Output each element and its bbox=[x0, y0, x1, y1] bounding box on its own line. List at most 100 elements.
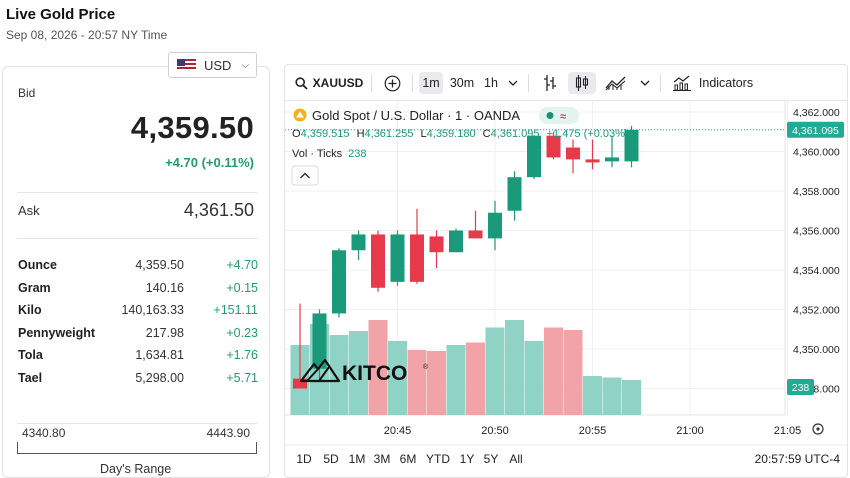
candle-body bbox=[468, 230, 483, 239]
timeframe-selector: 1D 5D 1M 3M 6M YTD 1Y 5Y All bbox=[296, 452, 522, 466]
interval-30m[interactable]: 30m bbox=[449, 76, 475, 90]
candle bbox=[585, 139, 600, 170]
candle bbox=[566, 139, 580, 174]
axis-settings-button[interactable] bbox=[812, 423, 824, 435]
candles-style-button[interactable] bbox=[568, 72, 596, 94]
area-style-button[interactable] bbox=[603, 72, 629, 94]
unit-change: +0.23 bbox=[226, 325, 258, 340]
candle bbox=[507, 171, 522, 221]
price-tick-label: 4,362.000 bbox=[793, 107, 840, 119]
symbol-search[interactable]: XAUUSD bbox=[293, 72, 365, 94]
area-chart-icon bbox=[605, 76, 626, 91]
indicators-label: Indicators bbox=[698, 76, 754, 90]
unit-row-pennyweight: Pennyweight 217.98 +0.23 bbox=[18, 326, 258, 349]
timeframe-1m[interactable]: 1M bbox=[349, 452, 366, 466]
price-tick-label: 4,354.000 bbox=[793, 265, 840, 277]
price-tick-label: 4,350.000 bbox=[793, 344, 840, 356]
toolbar-separator bbox=[412, 74, 413, 92]
utc-clock: 20:57:59 UTC-4 bbox=[755, 452, 841, 466]
price-chart[interactable]: KITCO ® Gold Spot / U.S. Dollar · 1 · OA… bbox=[285, 65, 848, 478]
timeframe-5y[interactable]: 5Y bbox=[484, 452, 499, 466]
legend-collapse-button[interactable] bbox=[291, 165, 319, 186]
candle-body bbox=[624, 129, 639, 162]
candle bbox=[449, 228, 463, 253]
candle bbox=[527, 135, 541, 180]
candle-body bbox=[312, 313, 327, 369]
timeframe-ytd[interactable]: YTD bbox=[426, 452, 450, 466]
unit-name: Pennyweight bbox=[18, 325, 96, 340]
bar-style-button[interactable] bbox=[537, 72, 563, 94]
unit-name: Ounce bbox=[18, 258, 57, 272]
unit-row-tael: Tael 5,298.00 +5.71 bbox=[18, 371, 258, 394]
interval-dropdown[interactable] bbox=[505, 72, 521, 94]
gear-icon-center bbox=[816, 427, 820, 431]
volume-bar bbox=[524, 341, 544, 415]
price-tick-label: 4,360.000 bbox=[793, 147, 840, 159]
unit-price: 1,634.81 bbox=[135, 348, 184, 362]
timeframe-1d[interactable]: 1D bbox=[296, 452, 312, 466]
ask-price: 4,361.50 bbox=[183, 200, 254, 220]
toolbar-separator bbox=[660, 74, 661, 92]
chart-type-dropdown[interactable] bbox=[637, 72, 653, 94]
ohlc-line: O4,359.515 H4,361.255 L4,359.180 C4,361.… bbox=[292, 128, 629, 140]
candle-body bbox=[332, 250, 346, 314]
candles-icon bbox=[575, 75, 589, 91]
candle-body bbox=[351, 234, 366, 251]
indicators-button[interactable]: Indicators bbox=[669, 72, 757, 94]
timeframe-3m[interactable]: 3M bbox=[374, 452, 391, 466]
gold-bar-glyph bbox=[296, 111, 304, 118]
timeframe-6m[interactable]: 6M bbox=[400, 452, 417, 466]
candle-body bbox=[293, 378, 307, 389]
interval-1m[interactable]: 1m bbox=[419, 72, 443, 94]
compare-button[interactable] bbox=[379, 72, 405, 94]
kitco-watermark: KITCO ® bbox=[299, 358, 429, 385]
timeframe-all[interactable]: All bbox=[509, 452, 522, 466]
candle bbox=[468, 210, 483, 239]
volume-bar bbox=[368, 320, 388, 415]
divider bbox=[17, 192, 257, 193]
days-range-low: 4340.80 bbox=[22, 426, 66, 440]
candle bbox=[410, 208, 424, 284]
candle bbox=[351, 230, 366, 261]
page-timestamp: Sep 08, 2026 - 20:57 NY Time bbox=[6, 28, 168, 42]
ask-label: Ask bbox=[18, 203, 40, 218]
candle-body bbox=[390, 234, 405, 282]
candle-body bbox=[488, 212, 502, 239]
unit-name: Tael bbox=[18, 370, 43, 385]
candle bbox=[332, 248, 346, 318]
time-tick-label: 20:55 bbox=[579, 425, 607, 437]
days-range-label: Day's Range bbox=[100, 462, 172, 476]
timeframe-1y[interactable]: 1Y bbox=[460, 452, 475, 466]
unit-row-ounce: Ounce 4,359.50 +4.70 bbox=[18, 258, 258, 281]
unit-row-kilo: Kilo 140,163.33 +151.11 bbox=[18, 303, 258, 326]
unit-change: +5.71 bbox=[226, 370, 258, 385]
candle bbox=[293, 303, 307, 389]
volume-bar bbox=[505, 320, 524, 415]
time-tick-label: 21:00 bbox=[676, 425, 704, 437]
candle-body bbox=[546, 135, 561, 158]
volume-bar bbox=[446, 345, 466, 415]
candle-body bbox=[605, 157, 619, 162]
currency-select[interactable]: USD ⌵ bbox=[168, 52, 257, 78]
candle-body bbox=[585, 159, 600, 163]
volume-bar bbox=[349, 331, 368, 415]
candle-body bbox=[410, 234, 424, 282]
divider bbox=[17, 238, 257, 239]
candle-body bbox=[507, 177, 522, 211]
candle bbox=[546, 131, 561, 160]
timeframe-5d[interactable]: 5D bbox=[323, 452, 339, 466]
current-price-tag: 4,361.095 bbox=[787, 121, 844, 138]
candle bbox=[488, 200, 502, 251]
candle-body bbox=[566, 147, 580, 160]
chevron-down-icon bbox=[640, 80, 650, 86]
market-status-badge: ≈ bbox=[539, 107, 579, 124]
time-tick-label: 21:05 bbox=[774, 425, 802, 437]
plus-circle-icon bbox=[384, 75, 400, 91]
interval-1h[interactable]: 1h bbox=[484, 76, 498, 90]
volume-bar bbox=[544, 327, 563, 415]
unit-change: +151.11 bbox=[213, 303, 258, 317]
watermark-text: KITCO bbox=[342, 362, 407, 385]
time-axis: 20:45 20:50 20:55 21:00 21:05 bbox=[384, 425, 802, 437]
symbol-label: XAUUSD bbox=[312, 76, 364, 90]
volume-bar bbox=[583, 376, 602, 415]
